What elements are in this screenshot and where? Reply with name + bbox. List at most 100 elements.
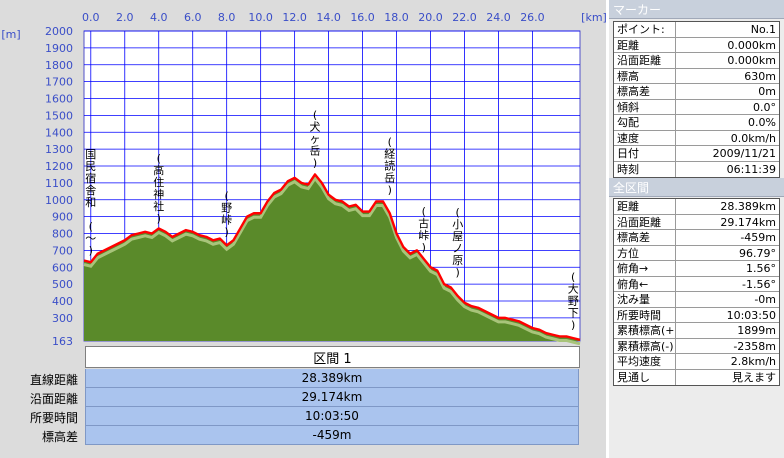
info-label: 傾斜: [614, 99, 676, 114]
info-value: 630m: [744, 69, 776, 83]
info-label: 沿面距離: [614, 214, 676, 229]
y-tick-label: 1600: [45, 93, 73, 106]
y-tick-label: 600: [52, 261, 73, 274]
info-label: 標高: [614, 68, 676, 83]
info-row: 平均速度 2.8km/h: [614, 354, 779, 370]
info-row: 傾斜 0.0°: [614, 99, 779, 115]
info-row: 方位 96.79°: [614, 245, 779, 261]
info-value: No.1: [750, 23, 776, 36]
info-row: 時刻 06:11:39: [614, 161, 779, 177]
info-value: -2358m: [733, 339, 776, 353]
info-label: 標高差: [614, 84, 676, 99]
x-tick-label: 24.0: [486, 11, 511, 24]
annotation-label: 国民宿舎和 (〜): [85, 148, 96, 257]
x-tick-label: 20.0: [418, 11, 443, 24]
y-tick-label: 800: [52, 228, 73, 241]
annotation-label: (大野下): [568, 270, 579, 331]
section-panel-title-text: 全区間: [613, 180, 650, 195]
y-tick-label: 1500: [45, 109, 73, 122]
section-panel-title: 全区間: [609, 178, 784, 197]
y-tick-label: 1200: [45, 160, 73, 173]
info-value: 0.0°: [753, 100, 776, 114]
info-value: 10:03:50: [726, 308, 776, 322]
info-label: 平均速度: [614, 354, 676, 369]
y-tick-label: 1800: [45, 59, 73, 72]
info-row: 所要時間 10:03:50: [614, 307, 779, 323]
marker-table: ポイント: No.1 距離 0.000km 沿面距離 0.000km 標高 630m 標高差 0m…: [613, 21, 780, 178]
y-tick-label: 2000: [45, 25, 73, 38]
info-row: 標高 630m: [614, 68, 779, 84]
summary-label: 沿面距離: [29, 392, 78, 406]
y-tick-label: 400: [52, 295, 73, 308]
info-row: 距離 0.000km: [614, 37, 779, 53]
section-header[interactable]: 区間 1: [85, 346, 580, 368]
annotation-label: (経読岳): [384, 135, 395, 196]
annotation-label: (古峠): [418, 205, 429, 254]
summary-row-straight-distance: 直線距離 28.389km: [0, 369, 606, 388]
info-label: ポイント:: [614, 22, 676, 37]
section-summary: 直線距離 28.389km 沿面距離 29.174km 所要時間 10:03:5…: [0, 369, 606, 458]
info-row: 距離 28.389km: [614, 199, 779, 215]
annotation-label: (小屋ノ原): [452, 206, 463, 279]
summary-value: -459m: [85, 426, 579, 445]
info-label: 方位: [614, 245, 676, 260]
x-unit-label: [km]: [581, 11, 606, 24]
info-label: 所要時間: [614, 307, 676, 322]
info-row: 累積標高(-) -2358m: [614, 338, 779, 354]
x-tick-label: 16.0: [350, 11, 375, 24]
summary-label: 所要時間: [29, 411, 78, 425]
info-label: 累積標高(+): [614, 323, 676, 338]
info-label: 距離: [614, 199, 676, 214]
section-table: 距離 28.389km 沿面距離 29.174km 標高差 -459m 方位 96.79° 俯角…: [613, 198, 780, 386]
info-label: 勾配: [614, 115, 676, 130]
info-value: 29.174km: [720, 215, 776, 229]
x-tick-label: 8.0: [218, 11, 236, 24]
summary-row-duration: 所要時間 10:03:50: [0, 407, 606, 426]
info-label: 沈み量: [614, 292, 676, 307]
info-label: 俯角→: [614, 261, 676, 276]
marker-panel-title-text: マーカー: [613, 2, 662, 17]
info-row: 見通し 見えます: [614, 369, 779, 385]
x-tick-label: 4.0: [150, 11, 168, 24]
y-tick-label: 163: [52, 335, 73, 346]
info-value: 見えます: [732, 370, 776, 384]
y-tick-label: 1300: [45, 143, 73, 156]
summary-row-elevation-diff: 標高差 -459m: [0, 426, 606, 445]
info-value: 28.389km: [720, 200, 776, 213]
info-row: 沿面距離 0.000km: [614, 53, 779, 69]
info-value: -459m: [740, 231, 776, 244]
info-label: 俯角←: [614, 276, 676, 291]
x-tick-label: 10.0: [248, 11, 273, 24]
info-value: 0.000km: [727, 38, 776, 52]
y-tick-label: 1900: [45, 42, 73, 55]
x-tick-label: 26.0: [520, 11, 545, 24]
info-label: 距離: [614, 37, 676, 52]
info-label: 累積標高(-): [614, 338, 676, 353]
y-tick-label: 1400: [45, 126, 73, 139]
info-row: 標高差 0m: [614, 84, 779, 100]
info-value: 1.56°: [746, 262, 776, 275]
info-label: 沿面距離: [614, 53, 676, 68]
info-row: 沿面距離 29.174km: [614, 214, 779, 230]
chart-pane: 0.0 2.0 4.0 6.0 8.0 10.0 12.0 14.0 16.0 18.0 20.0 2…: [0, 0, 606, 458]
y-unit-label: [m]: [1, 28, 20, 41]
info-row: 俯角← -1.56°: [614, 276, 779, 292]
summary-label: 直線距離: [29, 373, 78, 387]
x-tick-label: 14.0: [316, 11, 341, 24]
info-label: 標高差: [614, 230, 676, 245]
info-value: 96.79°: [739, 246, 776, 260]
elevation-highlight: [83, 175, 581, 346]
y-tick-label: 900: [52, 211, 73, 224]
y-tick-label: 500: [52, 278, 73, 291]
elevation-chart[interactable]: 0.0 2.0 4.0 6.0 8.0 10.0 12.0 14.0 16.0 18.0 20.0 2…: [0, 0, 606, 346]
x-tick-label: 22.0: [452, 11, 477, 24]
x-tick-label: 6.0: [184, 11, 202, 24]
info-row: 日付 2009/11/21: [614, 146, 779, 162]
info-value: 2009/11/21: [712, 147, 776, 160]
summary-value: 29.174km: [85, 388, 579, 407]
summary-value: 28.389km: [85, 369, 579, 388]
marker-panel-title: マーカー: [609, 0, 784, 19]
y-tick-label: 1100: [45, 177, 73, 190]
info-label: 見通し: [614, 369, 676, 385]
